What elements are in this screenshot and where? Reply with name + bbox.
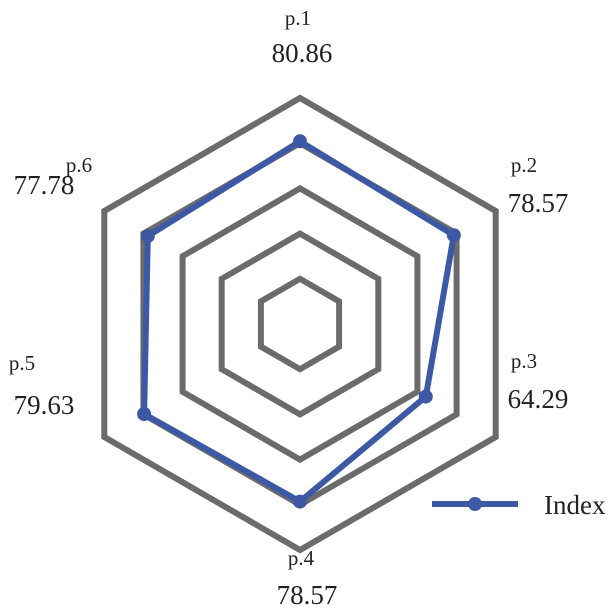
grid-ring-3 — [179, 184, 421, 464]
axis-value-p5: 79.63 — [14, 390, 75, 420]
axis-value-p2: 78.57 — [508, 188, 569, 218]
axis-value-p6: 77.78 — [14, 170, 75, 200]
data-point-p5 — [137, 407, 152, 421]
grid-ring-1 — [257, 275, 343, 373]
data-point-p1 — [293, 134, 307, 149]
axis-value-p1: 80.86 — [272, 38, 333, 68]
data-point-p3 — [418, 389, 433, 404]
radar-axis-labels: p.1 80.86 p.2 78.57 p.3 64.29 p.4 78.57 … — [9, 6, 569, 610]
radar-series — [137, 134, 461, 509]
axis-name-p1: p.1 — [285, 6, 311, 30]
axis-name-p3: p.3 — [511, 349, 537, 373]
grid-ring-4 — [140, 139, 460, 509]
grid-ring-5 — [101, 94, 499, 554]
axis-name-p4: p.4 — [288, 546, 315, 570]
data-point-p6 — [140, 229, 155, 244]
axis-name-p2: p.2 — [511, 153, 537, 177]
grid-ring-2 — [218, 230, 382, 418]
legend-label-index: Index — [544, 490, 606, 520]
axis-value-p4: 78.57 — [277, 580, 338, 609]
axis-value-p3: 64.29 — [508, 384, 569, 414]
axis-name-p6: p.6 — [66, 153, 92, 177]
series-line-index — [141, 138, 457, 505]
legend: Index — [432, 490, 606, 520]
legend-marker — [468, 497, 482, 511]
axis-name-p5: p.5 — [9, 351, 35, 375]
data-point-p2 — [446, 228, 461, 243]
data-point-p4 — [293, 494, 307, 509]
